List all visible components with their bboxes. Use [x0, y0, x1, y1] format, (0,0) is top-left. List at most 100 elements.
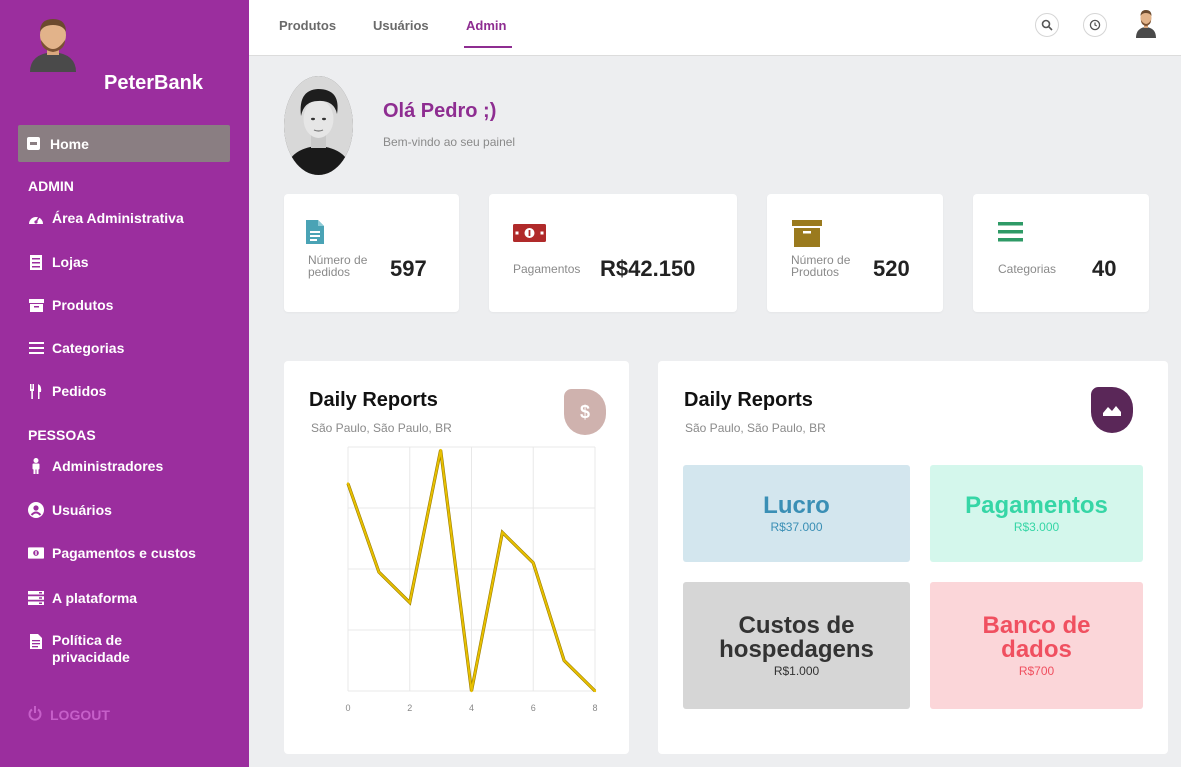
stat-card-pedidos: Número de pedidos 597: [284, 194, 459, 312]
data-point: [470, 689, 473, 693]
stat-value: 40: [1092, 256, 1117, 281]
tile-value: R$700: [1018, 663, 1055, 678]
tab-admin[interactable]: Admin: [466, 18, 507, 33]
stat-card-pagamentos: Pagamentos R$42.150: [489, 194, 737, 312]
active-tab-indicator: [464, 46, 512, 48]
list-icon: [998, 222, 1023, 242]
tile-banco-dados[interactable]: Banco de dados R$700: [930, 582, 1143, 709]
tab-produtos[interactable]: Produtos: [279, 18, 337, 33]
sidebar-item-label: Pedidos: [52, 383, 107, 399]
tile-title: Pagamentos: [965, 491, 1108, 519]
stat-label: Pagamentos: [513, 262, 581, 276]
brand-name: PeterBank: [104, 72, 203, 94]
sidebar-item-label: Usuários: [52, 502, 112, 518]
money-icon: [28, 545, 44, 561]
sidebar-item-label: A plataforma: [52, 590, 138, 606]
logout-button[interactable]: LOGOUT: [28, 706, 110, 724]
data-point: [346, 482, 350, 485]
stat-card-produtos: Número de Produtos 520: [767, 194, 943, 312]
sidebar-item-home[interactable]: Home: [18, 125, 230, 162]
person-icon: [28, 458, 44, 474]
area-chart-badge-icon: [1091, 387, 1133, 433]
x-tick-label: 6: [531, 703, 536, 713]
search-icon: [1041, 19, 1053, 31]
user-avatar-icon[interactable]: [1135, 8, 1157, 38]
tile-lucro[interactable]: Lucro R$37.000: [683, 465, 910, 562]
data-point: [377, 570, 381, 574]
tile-pagamentos[interactable]: Pagamentos R$3.000: [930, 465, 1143, 562]
box-icon: [28, 297, 44, 313]
brand-avatar-icon: [30, 19, 76, 72]
sidebar-item-label: Administradores: [52, 458, 164, 474]
clock-icon: [1089, 19, 1101, 31]
sidebar-item-pedidos[interactable]: Pedidos: [28, 383, 106, 399]
minus-square-icon: [27, 137, 40, 150]
x-tick-label: 0: [345, 703, 350, 713]
utensils-icon: [28, 383, 44, 399]
sidebar-item-label: Lojas: [52, 254, 89, 270]
sidebar-item-area-administrativa[interactable]: Área Administrativa: [28, 210, 184, 226]
sidebar-item-label: Pagamentos e custos: [52, 545, 196, 561]
sidebar-item-usuarios[interactable]: Usuários: [28, 502, 112, 518]
store-icon: [28, 254, 44, 270]
stat-card-categorias: Categorias 40: [973, 194, 1149, 312]
user-circle-icon: [28, 502, 44, 518]
data-point: [439, 448, 442, 452]
sidebar-item-label: Home: [50, 135, 89, 152]
stat-value: 520: [873, 256, 910, 281]
sidebar-item-categorias[interactable]: Categorias: [28, 340, 124, 356]
tile-title: Banco de dados: [982, 611, 1091, 663]
topbar: Produtos Usuários Admin: [249, 0, 1181, 56]
daily-report-chart-panel: Daily Reports São Paulo, São Paulo, BR $…: [284, 361, 629, 754]
search-button[interactable]: [1035, 13, 1059, 37]
x-tick-label: 2: [407, 703, 412, 713]
stat-label: Número de Produtos: [791, 253, 851, 279]
file-icon: [306, 220, 324, 244]
sidebar-item-lojas[interactable]: Lojas: [28, 254, 89, 270]
stat-label: Número de pedidos: [308, 253, 368, 279]
sidebar-item-label: Área Administrativa: [52, 210, 184, 226]
tile-value: R$1.000: [773, 663, 820, 678]
data-point: [532, 561, 535, 565]
greeting-title: Olá Pedro ;): [383, 100, 497, 122]
tile-value: R$37.000: [770, 519, 823, 534]
section-title-admin: ADMIN: [28, 178, 74, 194]
stat-label: Categorias: [998, 262, 1057, 276]
history-button[interactable]: [1083, 13, 1107, 37]
sidebar-item-label: Produtos: [52, 297, 114, 313]
money-icon: [513, 224, 546, 242]
document-icon: [28, 633, 44, 649]
sidebar-item-plataforma[interactable]: A plataforma: [28, 590, 137, 606]
sidebar-item-label: Categorias: [52, 340, 125, 356]
panel-title: Daily Reports: [309, 389, 438, 411]
tab-usuarios[interactable]: Usuários: [373, 18, 429, 33]
stat-value: R$42.150: [600, 256, 696, 281]
profile-photo: [284, 76, 353, 175]
data-point: [408, 601, 411, 604]
sidebar: PeterBank Home ADMIN Área Administrativa…: [0, 0, 249, 767]
sidebar-item-administradores[interactable]: Administradores: [28, 458, 163, 474]
panel-subtitle: São Paulo, São Paulo, BR: [311, 421, 452, 435]
stat-value: 597: [390, 256, 427, 281]
section-title-pessoas: PESSOAS: [28, 427, 96, 443]
sidebar-item-label: Política de privacidade: [52, 632, 130, 665]
data-point: [562, 659, 566, 662]
panel-title: Daily Reports: [684, 389, 813, 411]
greeting-subtitle: Bem-vindo ao seu painel: [383, 135, 516, 149]
dollar-badge-icon: $: [564, 389, 606, 435]
data-point: [593, 689, 597, 693]
tile-value: R$3.000: [1013, 519, 1060, 534]
tile-custos-hospedagens[interactable]: Custos de hospedagens R$1.000: [683, 582, 910, 709]
archive-icon: [792, 220, 822, 247]
sidebar-item-politica-privacidade[interactable]: Política de privacidade: [28, 632, 198, 666]
tile-title: Custos de hospedagens: [719, 611, 874, 663]
server-icon: [28, 590, 44, 606]
line-chart: 0 2 4 6 8: [345, 446, 598, 713]
sidebar-item-produtos[interactable]: Produtos: [28, 297, 113, 313]
data-point: [501, 531, 504, 534]
dashboard-icon: [28, 210, 44, 226]
panel-subtitle: São Paulo, São Paulo, BR: [685, 421, 826, 435]
tile-title: Lucro: [763, 491, 830, 519]
x-tick-label: 8: [592, 703, 597, 713]
sidebar-item-pagamentos-custos[interactable]: Pagamentos e custos: [28, 545, 196, 561]
